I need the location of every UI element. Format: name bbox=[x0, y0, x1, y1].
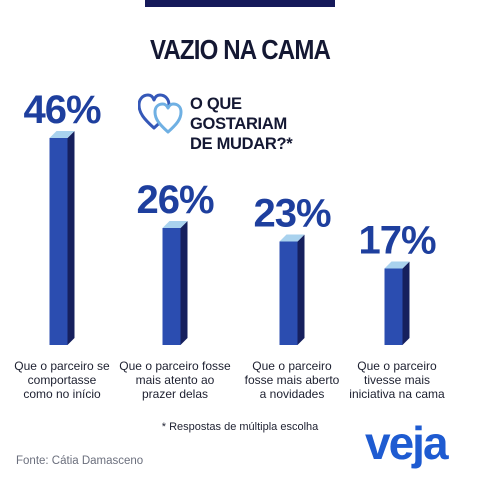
bars-group bbox=[49, 131, 410, 345]
bar-front-3 bbox=[279, 241, 298, 345]
category-label-3: Que o parceiro fosse mais aberto a novidad… bbox=[236, 359, 348, 401]
bar-front-4 bbox=[384, 268, 403, 345]
bar-side-2 bbox=[180, 221, 188, 345]
veja-logo: veja bbox=[365, 417, 449, 469]
question-line-1: O QUE GOSTARIAM bbox=[190, 95, 287, 133]
category-label-line: Que o parceiro bbox=[252, 359, 332, 373]
category-label-line: mais atento ao bbox=[135, 373, 215, 387]
category-label-2: Que o parceiro fosse mais atento ao prazer… bbox=[119, 359, 231, 401]
category-label-line: Que o parceiro fosse bbox=[119, 359, 231, 373]
category-label-4: Que o parceiro tivesse mais iniciativa na … bbox=[341, 359, 453, 401]
bar-top-3 bbox=[279, 234, 305, 242]
footnote: * Respostas de múltipla escolha bbox=[161, 421, 319, 433]
bar-side-4 bbox=[402, 261, 410, 345]
question-block: O QUE GOSTARIAM DE MUDAR?* bbox=[138, 92, 338, 153]
bar-2 bbox=[162, 221, 188, 345]
category-label-line: iniciativa na cama bbox=[349, 387, 445, 401]
bar-4 bbox=[384, 261, 410, 345]
question-line: O QUE GOSTARIAM DE MUDAR?* bbox=[190, 95, 293, 153]
value-label-2: 26% bbox=[136, 178, 213, 222]
category-label-line: como no início bbox=[23, 387, 101, 401]
value-label-4: 17% bbox=[358, 219, 435, 263]
source-text: Fonte: Cátia Damasceno bbox=[16, 455, 144, 467]
bar-front-1 bbox=[49, 138, 68, 345]
category-label-line: prazer delas bbox=[141, 387, 209, 401]
bar-top-1 bbox=[49, 131, 75, 138]
category-label-line: comportasse bbox=[27, 373, 97, 387]
value-label-1: 46% bbox=[23, 88, 100, 132]
bar-side-1 bbox=[67, 131, 75, 345]
bar-top-2 bbox=[162, 221, 188, 228]
value-label-3: 23% bbox=[253, 192, 330, 236]
category-label-line: Que o parceiro bbox=[357, 359, 437, 373]
category-label-line: tivesse mais bbox=[363, 373, 431, 387]
bar-1 bbox=[49, 131, 75, 345]
two-hearts-icon bbox=[138, 93, 183, 134]
category-label-line: Que o parceiro se bbox=[14, 359, 110, 373]
bar-front-2 bbox=[162, 228, 181, 345]
bar-top-4 bbox=[384, 261, 410, 269]
bar-side-3 bbox=[297, 234, 305, 345]
value-labels-group: 46% 26% 23% 17% bbox=[23, 88, 436, 263]
chart-title: VAZIO NA CAMA bbox=[149, 34, 331, 65]
category-label-line: fosse mais aberto bbox=[244, 373, 340, 387]
top-accent-bar bbox=[145, 0, 335, 7]
category-label-1: Que o parceiro se comportasse como no iníc… bbox=[6, 359, 118, 401]
question-line-2: DE MUDAR?* bbox=[190, 135, 293, 153]
question-text: O QUE GOSTARIAM DE MUDAR?* bbox=[190, 94, 338, 154]
category-label-line: a novidades bbox=[259, 387, 325, 401]
bar-3 bbox=[279, 234, 305, 345]
